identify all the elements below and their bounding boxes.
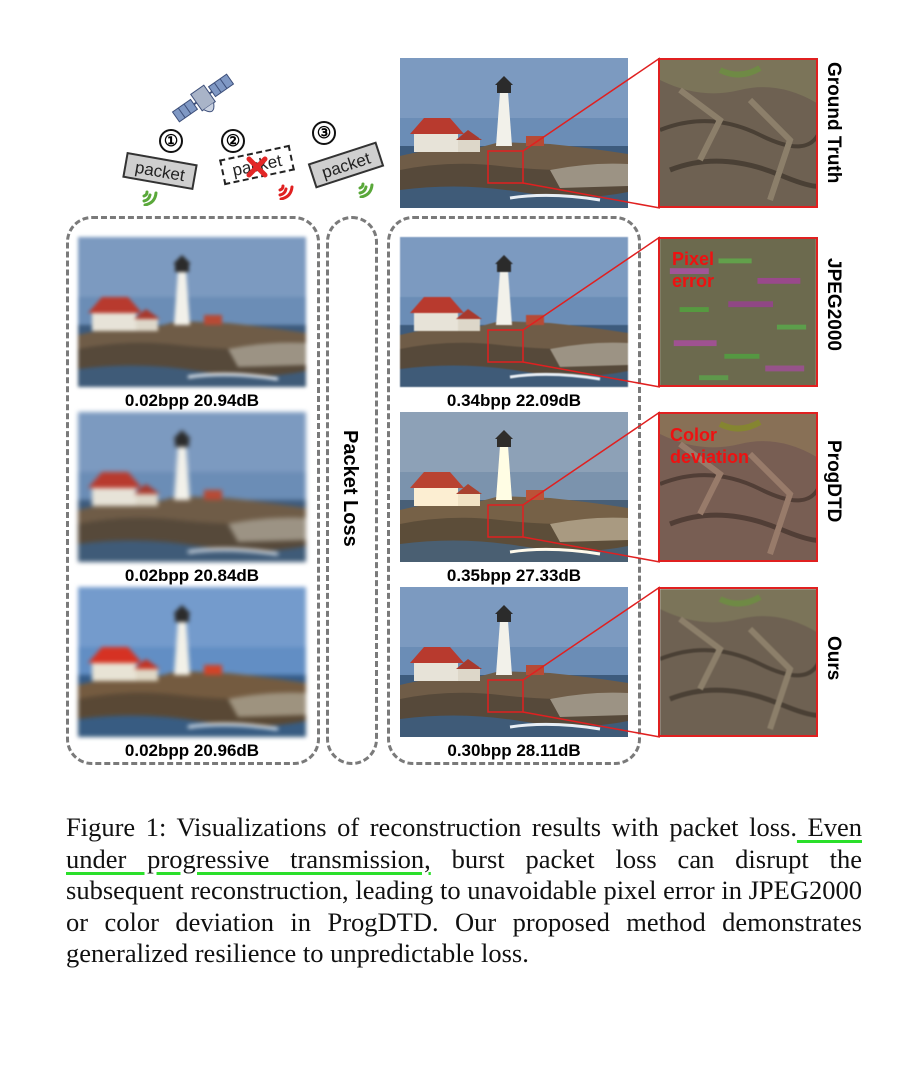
signal-received-icon: [356, 176, 382, 199]
jpeg2000-metric: 0.34bpp 22.09dB: [446, 391, 582, 410]
packet-loss-label: Packet Loss: [339, 430, 361, 547]
lost-cross-icon: [246, 156, 268, 178]
row-label-ground-truth: Ground Truth: [823, 62, 844, 184]
annotation-line: deviation: [670, 447, 750, 467]
figure-caption: Figure 1: Visualizations of reconstructi…: [66, 812, 862, 970]
left-reconstruction-2: [78, 412, 306, 562]
color-deviation-annotation: Color deviation: [670, 424, 749, 468]
annotation-line: Pixel: [672, 249, 715, 269]
caption-rest: burst packet loss can disrupt the subseq…: [66, 843, 862, 969]
caption-prefix: Figure 1: Visualizations of reconstructi…: [66, 812, 797, 842]
left-metric-3: 0.02bpp 20.96dB: [124, 741, 260, 760]
satellite-icon: [168, 68, 238, 128]
caption-highlight: Even under progressive transmission,: [66, 812, 862, 874]
row-label-ours: Ours: [823, 636, 844, 681]
left-reconstruction-3: [78, 587, 306, 737]
packet-number-2: ②: [221, 129, 245, 153]
progdtd-reconstruction: [400, 412, 628, 562]
left-metric-1: 0.02bpp 20.94dB: [124, 391, 260, 410]
left-metric-2: 0.02bpp 20.84dB: [124, 566, 260, 585]
jpeg2000-reconstruction: [400, 237, 628, 387]
packet-number-3: ③: [312, 121, 336, 145]
ours-reconstruction: [400, 587, 628, 737]
signal-lost-icon: [276, 178, 302, 201]
annotation-line: Color: [670, 425, 717, 445]
progdtd-metric: 0.35bpp 27.33dB: [446, 566, 582, 585]
progdtd-crop: [658, 412, 818, 562]
signal-received-icon: [140, 184, 166, 207]
packet-loss-border: [326, 216, 378, 765]
row-label-jpeg2000: JPEG2000: [823, 258, 844, 351]
row-label-progdtd: ProgDTD: [823, 440, 844, 523]
ground-truth-image: [400, 58, 628, 208]
left-group-border: [66, 216, 320, 765]
packet-number-1: ①: [159, 129, 183, 153]
annotation-line: error: [672, 271, 715, 291]
pixel-error-annotation: Pixel error: [672, 248, 714, 292]
ours-metric: 0.30bpp 28.11dB: [447, 741, 581, 760]
jpeg2000-crop: [658, 237, 818, 387]
ours-crop: [658, 587, 818, 737]
ground-truth-crop: [658, 58, 818, 208]
left-reconstruction-1: [78, 237, 306, 387]
